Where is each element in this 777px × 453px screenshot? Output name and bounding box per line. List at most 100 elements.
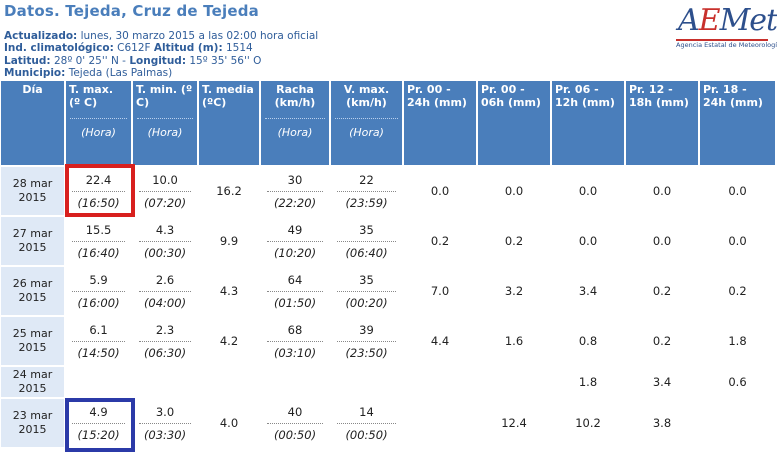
cell-divider (72, 190, 125, 192)
cell-divider (267, 190, 323, 192)
pr-18-24-cell: 0.0 (700, 167, 777, 217)
racha-value: 30 (287, 172, 303, 187)
tmin-cell: 10.0 (07:20) (133, 167, 199, 217)
col-dia[interactable]: Día (1, 81, 66, 167)
col-dia-label: Día (22, 83, 43, 96)
pr-06-12-cell: 0.0 (552, 167, 626, 217)
pr-12-18-cell: 0.0 (626, 167, 700, 217)
updated-value: lunes, 30 marzo 2015 a las 02:00 hora of… (80, 30, 319, 42)
col-pr-18-24[interactable]: Pr. 18 - 24h (mm) (700, 81, 777, 167)
col-vmax[interactable]: V. max. (km/h) (Hora) (331, 81, 404, 167)
col-tmin[interactable]: T. min. (º C) (Hora) (133, 81, 199, 167)
racha-time: (01:50) (273, 295, 317, 310)
tmin-time: (06:30) (143, 345, 187, 360)
col-pr-00-24[interactable]: Pr. 00 - 24h (mm) (404, 81, 478, 167)
highlight-box-blue (65, 398, 135, 452)
tmax-value: 5.9 (89, 272, 108, 287)
pr-00-06-cell (478, 367, 552, 399)
pr-06-12-cell: 0.0 (552, 217, 626, 267)
alt-value: 1514 (226, 42, 253, 55)
tmax-cell (66, 367, 133, 399)
racha-time: (00:50) (273, 427, 317, 442)
tmin-value: 10.0 (152, 172, 178, 187)
cell-divider (72, 340, 125, 342)
tmed-cell: 4.3 (199, 267, 261, 317)
racha-time: (22:20) (273, 195, 317, 210)
table-row: 28 mar 2015 22.4 (16:50) 10.0 (07:20) 16.2… (1, 167, 777, 217)
vmax-value: 35 (359, 222, 374, 237)
vmax-cell: 35 (06:40) (331, 217, 404, 267)
pr-00-24-cell: 4.4 (404, 317, 478, 367)
col-tmax[interactable]: T. max. (º C) (Hora) (66, 81, 133, 167)
pr-06-12-cell: 10.2 (552, 399, 626, 449)
row-date: 23 mar 2015 (1, 399, 66, 449)
cell-divider (337, 290, 396, 292)
tmax-time: (15:20) (77, 427, 120, 442)
cell-divider (139, 422, 191, 424)
tmin-cell: 2.3 (06:30) (133, 317, 199, 367)
lon-value: 15º 35' 56'' O (189, 54, 262, 67)
highlight-box-red (65, 164, 135, 217)
pr-00-06-cell: 3.2 (478, 267, 552, 317)
racha-value: 64 (287, 272, 303, 287)
col-pr-12-18[interactable]: Pr. 12 - 18h (mm) (626, 81, 700, 167)
col-tmed[interactable]: T. media (ºC) (199, 81, 261, 167)
tmed-cell: 16.2 (199, 167, 261, 217)
tmed-cell: 9.9 (199, 217, 261, 267)
vmax-value: 22 (359, 172, 374, 187)
updated-line: Actualizado: lunes, 30 marzo 2015 a las … (4, 30, 318, 42)
col-tmin-hora: (Hora) (147, 126, 183, 139)
tmax-cell: 22.4 (16:50) (66, 167, 133, 217)
col-pr-06-12-label: Pr. 06 - 12h (mm) (555, 83, 615, 109)
tmax-time: (16:40) (77, 245, 120, 260)
vmax-cell: 22 (23:59) (331, 167, 404, 217)
cell-divider (337, 190, 396, 192)
ind-label: Ind. climatológico: (4, 42, 114, 55)
pr-12-18-cell: 3.4 (626, 367, 700, 399)
tmin-time: (04:00) (143, 295, 187, 310)
row-date: 28 mar 2015 (1, 167, 66, 217)
racha-cell: 30 (22:20) (261, 167, 331, 217)
lat-value: 28º 0' 25'' N (53, 54, 119, 67)
pr-00-06-cell: 1.6 (478, 317, 552, 367)
col-racha-hora: (Hora) (277, 126, 313, 139)
racha-value: 40 (287, 404, 303, 419)
cell-divider (139, 190, 191, 192)
tmin-cell: 3.0 (03:30) (133, 399, 199, 449)
climate-table: Día T. max. (º C) (Hora) T. min. (º C) (Ho… (1, 81, 777, 449)
tmin-value: 4.3 (155, 222, 175, 237)
tmax-value: 15.5 (85, 222, 112, 237)
lon-label: Longitud: (129, 54, 187, 67)
cell-divider (72, 240, 125, 242)
logo-mark-a: A (678, 3, 700, 38)
tmed-cell (199, 367, 261, 399)
vmax-time: (00:20) (345, 295, 388, 310)
logo-mark-rest: Met (719, 3, 777, 38)
pr-00-24-cell: 0.2 (404, 217, 478, 267)
row-date: 24 mar 2015 (1, 367, 66, 399)
pr-00-06-cell: 0.2 (478, 217, 552, 267)
col-vmax-hora: (Hora) (349, 126, 384, 139)
col-racha-label: Racha (km/h) (274, 83, 316, 109)
pr-12-18-cell: 0.2 (626, 267, 700, 317)
tmin-cell: 4.3 (00:30) (133, 217, 199, 267)
col-pr-06-12[interactable]: Pr. 06 - 12h (mm) (552, 81, 626, 167)
tmed-cell: 4.0 (199, 399, 261, 449)
header-divider (137, 118, 193, 119)
header-divider (335, 118, 398, 119)
row-date: 27 mar 2015 (1, 217, 66, 267)
pr-00-06-cell: 12.4 (478, 399, 552, 449)
cell-divider (267, 422, 323, 424)
vmax-time: (06:40) (345, 245, 388, 260)
col-racha[interactable]: Racha (km/h) (Hora) (261, 81, 331, 167)
racha-cell: 68 (03:10) (261, 317, 331, 367)
aemet-logo[interactable]: AEMet Agencia Estatal de Meteorología (676, 3, 777, 53)
pr-00-24-cell: 7.0 (404, 267, 478, 317)
col-tmax-label: T. max. (º C) (69, 83, 113, 109)
pr-18-24-cell (700, 399, 777, 449)
col-pr-00-06[interactable]: Pr. 00 - 06h (mm) (478, 81, 552, 167)
tmin-cell (133, 367, 199, 399)
table-row: 26 mar 2015 5.9 (16:00) 2.6 (04:00) 4.3 64… (1, 267, 777, 317)
col-tmin-label: T. min. (º C) (136, 83, 193, 109)
pr-12-18-cell: 0.0 (626, 217, 700, 267)
